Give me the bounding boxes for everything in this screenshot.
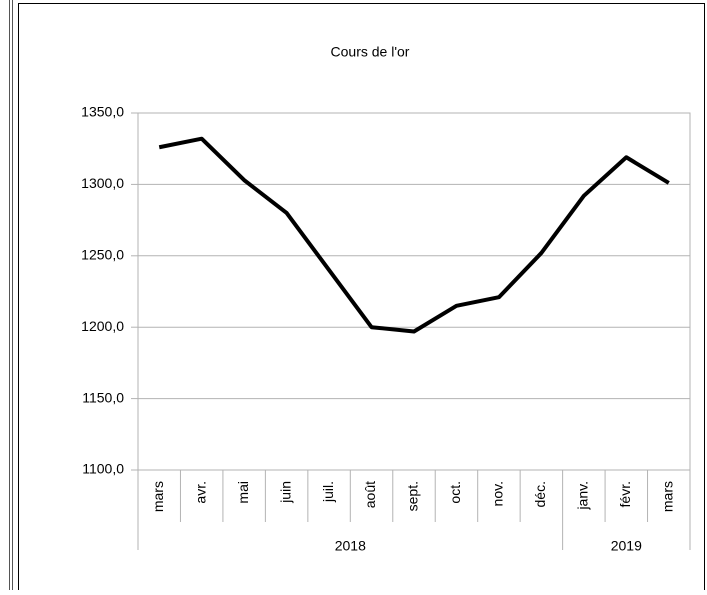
x-tick-label: nov. [490, 481, 506, 506]
x-tick-label: oct. [447, 481, 463, 504]
x-tick-label: févr. [617, 481, 633, 507]
plot-border [137, 112, 691, 471]
x-tick-label: mars [150, 481, 166, 512]
x-tick-label: août [362, 481, 378, 508]
y-tick-label: 1150,0 [82, 389, 124, 405]
x-tick-label: déc. [532, 481, 548, 507]
x-tick-label: juil. [320, 481, 336, 503]
x-tick-label: juin [277, 481, 293, 504]
x-tick-label: mars [659, 481, 675, 512]
y-tick-label: 1300,0 [81, 175, 124, 191]
x-tick-label: avr. [192, 481, 208, 504]
y-tick-label: 1350,0 [81, 104, 124, 120]
x-tick-label: mai [235, 481, 251, 504]
x-tick-label: janv. [575, 481, 591, 511]
line-series [158, 136, 670, 334]
chart-frame [18, 3, 705, 595]
group-label: 2018 [335, 538, 366, 554]
chart-title: Cours de l'or [331, 44, 410, 60]
group-label: 2019 [611, 538, 642, 554]
y-tick-label: 1250,0 [81, 247, 124, 263]
y-tick-label: 1100,0 [82, 461, 124, 477]
x-tick-label: sept. [405, 481, 421, 511]
y-tick-label: 1200,0 [81, 318, 124, 334]
